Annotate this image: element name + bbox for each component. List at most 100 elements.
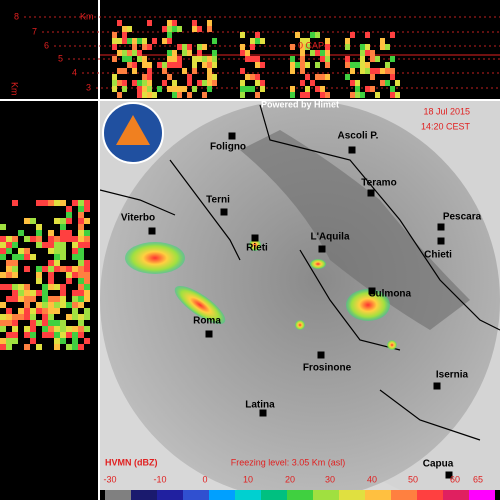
echo-cell [147,44,152,50]
echo-cell [0,344,6,350]
echo-cell [60,230,66,236]
city-marker [348,146,356,154]
echo-cell [122,50,127,56]
echo-cell [0,236,6,242]
echo-cell [365,44,370,50]
echo-cell [36,200,42,206]
credit: Powered by Himet [261,99,339,109]
city-marker [318,245,326,253]
echo-cell [305,62,310,68]
echo-cell [147,92,152,98]
city-label: Roma [193,316,221,327]
echo-cell [12,200,18,206]
echo-cell [42,302,48,308]
echo-cell [18,248,24,254]
echo-cell [36,308,42,314]
height-label: 3 [86,82,91,92]
city-label: Rieti [246,243,268,254]
cities: Foligno Ascoli P. Teramo Terni Viterbo Rieti L… [121,131,482,479]
echo-cell [48,314,54,320]
echo-cell [187,92,192,98]
echo-cell [162,38,167,44]
echo-cell [0,284,6,290]
echo-cell [177,44,182,50]
date: 18 Jul 2015 [423,106,470,116]
echo-cell [84,230,90,236]
echo-cell [207,74,212,80]
echo-cell [54,296,60,302]
echo-cell [212,56,217,62]
echo-cell [177,26,182,32]
echo-cell [147,86,152,92]
echo-cell [48,278,54,284]
city-label: Terni [206,195,230,206]
echo-cell [137,56,142,62]
echo-cell [48,248,54,254]
echo-cell [60,326,66,332]
echo-cell [177,86,182,92]
mountains [240,130,470,330]
echo-cell [132,62,137,68]
echo-cell [250,56,255,62]
echo-cell [60,200,66,206]
city-marker [437,223,445,231]
echo-cell [78,218,84,224]
echo-cell [137,92,142,98]
echo-cell [122,80,127,86]
echo-cell [315,74,320,80]
echo-cell [127,50,132,56]
echo-cell [300,92,305,98]
echo-cell [122,68,127,74]
echo-cell [127,56,132,62]
echo-cell [54,338,60,344]
echo-cell [6,332,12,338]
echo-cell [36,242,42,248]
echo-cell [142,74,147,80]
echo-cell [355,62,360,68]
echo-cell [112,80,117,86]
scale-swatch [469,490,495,500]
echo-cell [172,56,177,62]
echo-cell [48,284,54,290]
echo-cell [162,62,167,68]
echo-cell [12,290,18,296]
echo-cell [48,332,54,338]
echo-cell [72,344,78,350]
height-label: 7 [32,26,37,36]
radar-echoes [125,239,397,350]
echo-cell [60,224,66,230]
echo-cell [355,92,360,98]
echo-cell [0,272,6,278]
echo-cell [12,296,18,302]
echo-cell [48,266,54,272]
height-label: 5 [58,53,63,63]
echo-cell [290,68,295,74]
echo-cell [24,266,30,272]
echo-cell [0,320,6,326]
echo-cell [255,62,260,68]
color-scale: -30 -10 0 10 20 30 40 50 60 65 [103,474,495,500]
echo-cell [0,248,6,254]
echo-cell [255,74,260,80]
echo-cell [0,254,6,260]
echo-cell [30,218,36,224]
echo-cell [325,92,330,98]
echo-cell [345,74,350,80]
echo-cell [72,326,78,332]
echo-cell [370,56,375,62]
echo-cell [240,92,245,98]
echo-cell [350,68,355,74]
echo-cell [78,230,84,236]
echo-cell [84,218,90,224]
city-marker [445,471,453,479]
echo-cell [250,86,255,92]
echo-cell [78,314,84,320]
echo-cell [360,56,365,62]
echo-cell [54,308,60,314]
echo-cell [315,86,320,92]
echo-cell [212,50,217,56]
echo-cell [250,38,255,44]
scale-swatch [235,490,261,500]
echo-cell [300,62,305,68]
scale-swatch [365,490,391,500]
